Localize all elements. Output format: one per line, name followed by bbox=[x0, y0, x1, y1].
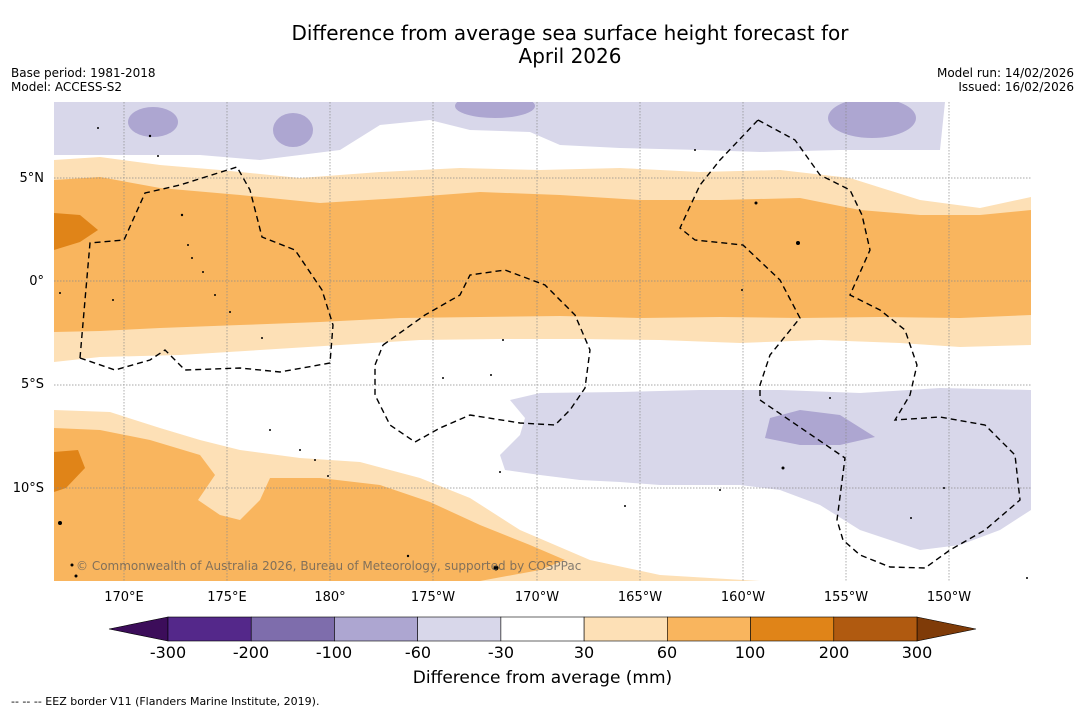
negative-patch-1 bbox=[128, 107, 178, 137]
colorbar-extend-max bbox=[916, 616, 977, 642]
colorbar-tick: 60 bbox=[656, 643, 678, 662]
islands bbox=[58, 127, 1028, 579]
lon-label-160w: 160°W bbox=[720, 590, 766, 605]
positive-core-west-south bbox=[54, 450, 85, 492]
lat-label-5n: 5°N bbox=[19, 171, 45, 186]
graticule bbox=[54, 102, 1031, 581]
positive-band-inner bbox=[54, 177, 1031, 332]
lon-label-150w: 150°W bbox=[926, 590, 972, 605]
negative-patch-4 bbox=[828, 102, 916, 138]
lon-label-175e: 175°E bbox=[207, 590, 247, 605]
copyright-notice: © Commonwealth of Australia 2026, Bureau… bbox=[76, 559, 582, 573]
colorbar-tick: 300 bbox=[901, 643, 933, 662]
model-run: Model run: 14/02/2026 bbox=[936, 66, 1074, 80]
lon-label-165w: 165°W bbox=[617, 590, 663, 605]
colorbar-tick: 30 bbox=[573, 643, 595, 662]
colorbar-tick: -100 bbox=[315, 643, 353, 662]
colorbar bbox=[108, 616, 977, 642]
negative-region-south bbox=[500, 388, 1031, 550]
lat-label-10s: 10°S bbox=[12, 481, 44, 496]
colorbar-segment bbox=[334, 616, 418, 642]
lon-label-175w: 175°W bbox=[410, 590, 456, 605]
colorbar-segment bbox=[167, 616, 252, 642]
colorbar-tick: -300 bbox=[149, 643, 187, 662]
positive-region-south-inner bbox=[54, 428, 565, 581]
lon-label-180: 180° bbox=[314, 590, 346, 605]
negative-patch-3 bbox=[455, 102, 535, 118]
colorbar-title: Difference from average (mm) bbox=[412, 668, 673, 688]
colorbar-tick: -30 bbox=[487, 643, 515, 662]
map-title-line2: April 2026 bbox=[518, 44, 622, 68]
map-title: Difference from average sea surface heig… bbox=[0, 22, 1085, 68]
meta-right: Model run: 14/02/2026 Issued: 16/02/2026 bbox=[937, 66, 1074, 94]
negative-patch-2 bbox=[273, 113, 313, 147]
map-title-line1: Difference from average sea surface heig… bbox=[291, 21, 849, 45]
colorbar-extend-min bbox=[108, 616, 169, 642]
lon-label-155w: 155°W bbox=[823, 590, 869, 605]
negative-region-north bbox=[54, 102, 945, 160]
colorbar-segment bbox=[833, 616, 918, 642]
colorbar-segment bbox=[667, 616, 751, 642]
colorbar-tick: 200 bbox=[818, 643, 850, 662]
lon-label-170w: 170°W bbox=[514, 590, 560, 605]
negative-patch-5 bbox=[765, 410, 875, 445]
positive-core-west-north bbox=[54, 213, 98, 250]
meta-left: Base period: 1981-2018 Model: ACCESS-S2 bbox=[11, 66, 156, 94]
issued-date: Issued: 16/02/2026 bbox=[958, 80, 1074, 94]
base-period: Base period: 1981-2018 bbox=[11, 66, 156, 80]
lat-label-5s: 5°S bbox=[20, 377, 44, 392]
lat-label-0: 0° bbox=[29, 274, 44, 289]
colorbar-segment bbox=[750, 616, 835, 642]
eez-footnote: -- -- -- EEZ border V11 (Flanders Marine… bbox=[11, 695, 320, 708]
colorbar-tick: -60 bbox=[404, 643, 432, 662]
colorbar-segment bbox=[417, 616, 502, 642]
colorbar-segment bbox=[500, 616, 585, 642]
model-name: Model: ACCESS-S2 bbox=[11, 80, 123, 94]
colorbar-segment bbox=[250, 616, 335, 642]
colorbar-tick: 100 bbox=[734, 643, 766, 662]
colorbar-segment bbox=[583, 616, 668, 642]
eez-borders bbox=[79, 119, 1021, 569]
lon-label-170e: 170°E bbox=[104, 590, 144, 605]
map-plot-area bbox=[54, 102, 1031, 581]
colorbar-tick: -200 bbox=[232, 643, 270, 662]
